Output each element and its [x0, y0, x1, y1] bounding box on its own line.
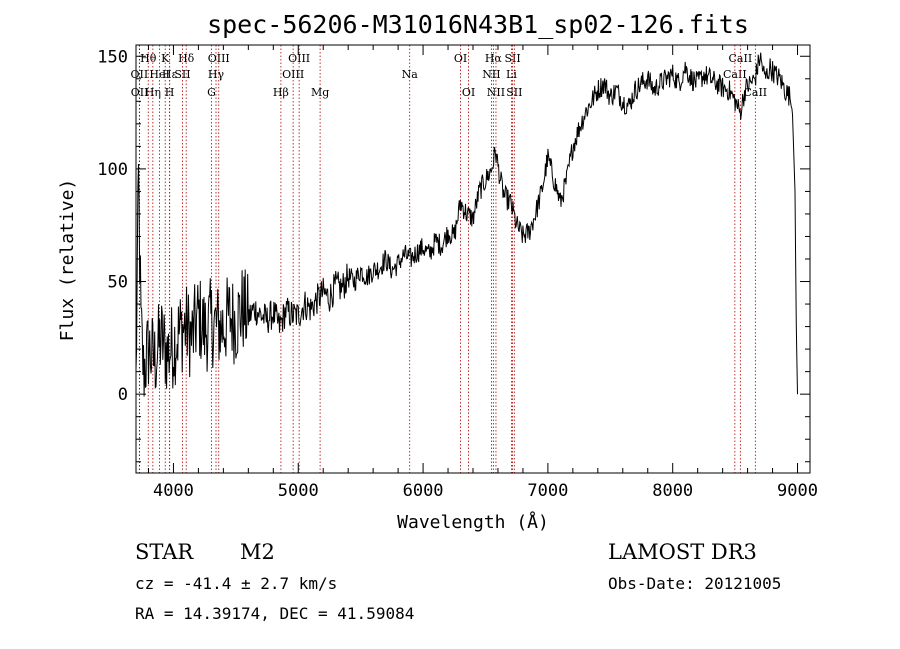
x-tick-label: 8000 — [652, 481, 693, 501]
y-axis-label: Flux (relative) — [57, 179, 78, 342]
spectral-line-label: Hη — [145, 86, 161, 99]
x-tick-label: 5000 — [278, 481, 319, 501]
y-axis-ticks: 0 50 100 150 — [97, 47, 810, 463]
redshift-text: cz = -41.4 ± 2.7 km/s — [135, 574, 338, 593]
spectrum-series-line — [135, 52, 798, 397]
coordinates-text: RA = 14.39174, DEC = 41.59084 — [135, 604, 415, 623]
spectral-line-label: HeI — [149, 68, 169, 81]
spectral-line-label: SII — [504, 52, 520, 65]
spectral-line-label: CaII — [729, 52, 753, 65]
x-tick-label: 9000 — [777, 481, 818, 501]
spectral-line-label: NII — [482, 68, 500, 81]
spectral-line-label: SII — [174, 68, 190, 81]
object-class: STAR — [135, 540, 194, 564]
x-axis-label: Wavelength (Å) — [397, 511, 549, 533]
spectral-line-label: Hδ — [178, 52, 195, 65]
obs-date: Obs-Date: 20121005 — [608, 574, 782, 593]
chart-title: spec-56206-M31016N43B1_sp02-126.fits — [207, 10, 749, 39]
object-subclass: M2 — [240, 540, 275, 564]
x-tick-label: 6000 — [403, 481, 444, 501]
spectral-line-label: Hγ — [208, 68, 225, 81]
y-tick-label: 100 — [97, 160, 128, 180]
spectral-line-label: OI — [454, 52, 467, 65]
spectral-line-label: Hβ — [273, 86, 289, 99]
spectral-line-label: OII — [131, 86, 149, 99]
spectral-line-label: OIII — [208, 52, 230, 65]
survey-name: LAMOST DR3 — [608, 540, 757, 564]
spectral-line-label: NII — [487, 86, 505, 99]
spectral-line-label: K — [161, 52, 170, 65]
x-tick-label: 4000 — [153, 481, 194, 501]
spectral-line-label: OIII — [282, 68, 304, 81]
spectral-line-label: Hα — [485, 52, 503, 65]
spectral-line-label: CaII — [723, 68, 747, 81]
spectral-line-label: OI — [462, 86, 475, 99]
x-axis-ticks: 4000 5000 6000 7000 8000 9000 — [147, 45, 818, 501]
y-tick-label: 0 — [118, 385, 128, 405]
spectral-line-label: Na — [402, 68, 419, 81]
spectral-line-label: SII — [506, 86, 522, 99]
plot-frame — [135, 44, 811, 474]
spectral-line-label: G — [207, 86, 216, 99]
y-tick-label: 50 — [108, 273, 128, 293]
spectral-line-label: CaII — [743, 86, 767, 99]
spectral-line-label: OIII — [288, 52, 310, 65]
spectral-line-label: Hθ — [140, 52, 157, 65]
spectral-line-label: Mg — [311, 86, 329, 99]
spectral-line-label: H — [165, 86, 175, 99]
y-tick-label: 150 — [97, 47, 128, 67]
x-tick-label: 7000 — [527, 481, 568, 501]
spectral-line-label: Li — [506, 68, 517, 81]
